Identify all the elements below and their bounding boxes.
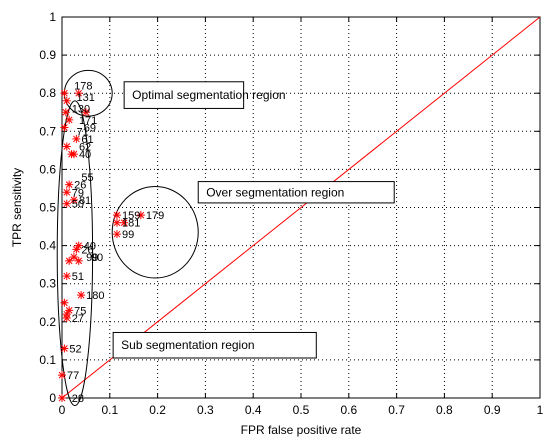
data-point-marker: [77, 291, 86, 300]
data-point-label: 40: [79, 149, 91, 161]
data-point-marker: [58, 394, 66, 402]
data-point-label: 178: [74, 81, 92, 93]
x-tick-label: 1: [537, 403, 544, 417]
data-point-label: 40: [84, 241, 96, 253]
region-annotations: Optimal segmentation region Over segmenta…: [56, 69, 395, 407]
data-point-marker: [62, 272, 71, 281]
data-point-label: 69: [84, 122, 96, 134]
data-point-label: 62: [79, 142, 91, 154]
data-point-marker: [74, 89, 83, 98]
x-tick-label: 0.4: [245, 403, 262, 417]
y-tick-label: 0: [49, 391, 56, 405]
region-label-box: [197, 181, 395, 204]
data-point-label: 77: [67, 370, 79, 382]
region-label-box: [123, 81, 245, 109]
y-tick-label: 0.1: [39, 353, 56, 367]
x-tick-label: 0.5: [293, 403, 310, 417]
data-point-label: 26: [81, 244, 93, 256]
x-tick-label: 0.1: [101, 403, 118, 417]
data-point-marker: [120, 218, 129, 227]
tick-labels: 00 0.1 0.1 0.2 0.2 0.3 0.3 0.4 0.4 0.5 0.5 0.6 0.6 0.…: [39, 10, 543, 417]
data-point-label: 51: [72, 271, 84, 283]
data-point-label: 61: [81, 134, 93, 146]
data-point-marker: [62, 96, 71, 105]
x-tick-label: 0.8: [436, 403, 453, 417]
data-markers: [58, 89, 145, 402]
data-point-marker: [69, 150, 78, 159]
data-point-marker: [74, 256, 83, 265]
region-ellipse: [56, 100, 94, 407]
data-point-label: 50: [72, 199, 84, 211]
y-tick-label: 0.7: [39, 124, 56, 138]
data-point-marker: [60, 344, 69, 353]
grid: [61, 16, 541, 399]
data-point-label: 81: [79, 195, 91, 207]
data-point-marker: [69, 253, 78, 262]
y-tick-label: 0.8: [39, 86, 56, 100]
data-point-label: 26: [74, 180, 86, 192]
data-point-label: 159: [122, 210, 140, 222]
x-axis-label: FPR false positive rate: [241, 423, 362, 437]
data-point-marker: [65, 180, 74, 189]
data-point-marker: [62, 199, 71, 208]
data-point-label: 130: [72, 103, 90, 115]
data-point-label: 27: [72, 313, 84, 325]
data-point-label: 55: [81, 172, 93, 184]
plot-frame: [61, 16, 541, 399]
region-label: Optimal segmentation region: [132, 88, 285, 102]
data-point-label: 99: [122, 229, 134, 241]
data-point-marker: [81, 108, 90, 117]
data-point-label: 171: [79, 115, 97, 127]
data-point-marker: [69, 195, 78, 204]
data-point-label: 131: [77, 92, 95, 104]
data-point-label: 181: [122, 218, 140, 230]
y-tick-label: 0.2: [39, 315, 56, 329]
data-point-marker: [65, 256, 74, 265]
data-point-label: 99: [86, 252, 98, 264]
data-point-marker: [60, 89, 69, 98]
region-label: Sub segmentation region: [121, 338, 254, 352]
data-point-label: 79: [72, 187, 84, 199]
x-tick-label: 0.6: [340, 403, 357, 417]
data-point-marker: [60, 298, 69, 307]
data-point-label: 75: [74, 305, 86, 317]
x-tick-label: 0.3: [197, 403, 214, 417]
y-tick-label: 0.6: [39, 162, 56, 176]
y-tick-label: 0.3: [39, 277, 56, 291]
data-point-marker: [72, 245, 81, 254]
y-tick-label: 1: [49, 10, 56, 24]
data-point-marker: [72, 134, 81, 143]
data-point-marker: [58, 371, 66, 380]
region-ellipse: [111, 186, 199, 279]
data-point-marker: [62, 313, 71, 322]
y-tick-label: 0.5: [39, 201, 56, 215]
y-tick-label: 0.4: [39, 239, 56, 253]
data-point-label: 179: [146, 210, 164, 222]
x-tick-label: 0.7: [388, 403, 405, 417]
data-point-marker: [112, 230, 121, 239]
data-point-marker: [62, 188, 71, 197]
data-point-marker: [61, 108, 70, 117]
data-point-marker: [65, 115, 74, 124]
data-point-label: 52: [69, 343, 81, 355]
data-point-marker: [136, 211, 145, 220]
data-point-marker: [112, 218, 121, 227]
y-tick-label: 0.9: [39, 48, 56, 62]
data-point-label: 180: [86, 290, 104, 302]
data-point-label: 71: [77, 126, 89, 138]
x-tick-label: 0: [59, 403, 66, 417]
data-point-marker: [62, 142, 71, 151]
data-point-label: 28: [72, 393, 84, 405]
region-label: Over segmentation region: [206, 185, 344, 199]
x-tick-label: 0.2: [149, 403, 166, 417]
data-point-marker: [112, 211, 121, 220]
data-point-marker: [60, 123, 69, 132]
x-tick-label: 0.9: [484, 403, 501, 417]
y-axis-label: TPR sensitivity: [10, 168, 24, 247]
region-label-box: [112, 331, 317, 359]
data-point-label: 90: [91, 252, 103, 264]
